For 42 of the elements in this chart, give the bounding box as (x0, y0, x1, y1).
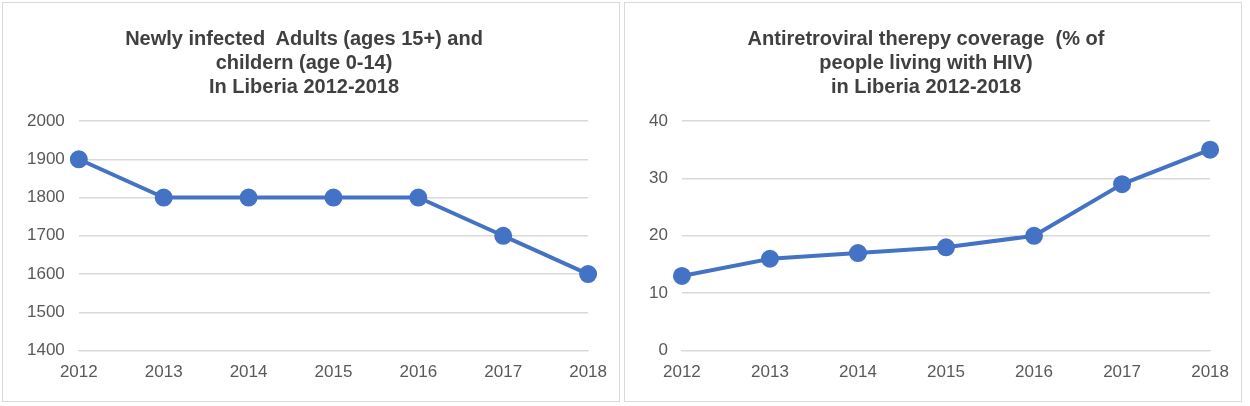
point (409, 188, 428, 207)
y-tick-label: 1400 (26, 340, 65, 360)
point (848, 244, 867, 263)
chart-title: Antiretroviral therepy coverage (% of people living with HIV) in Liberia 2012-2018 (747, 26, 1105, 97)
x-tick-label: 2015 (927, 362, 965, 382)
point (69, 150, 88, 169)
y-tick-label: 1900 (26, 148, 65, 168)
point (1113, 175, 1132, 194)
x-tick-label: 2015 (314, 362, 353, 382)
x-tick-label: 2014 (229, 362, 268, 382)
x-tick-label: 2012 (663, 362, 701, 382)
x-tick-label: 2018 (1191, 362, 1229, 382)
y-tick-label: 1700 (26, 225, 65, 245)
y-tick-label: 1600 (26, 263, 65, 283)
point (494, 226, 513, 245)
x-tick-label: 2013 (144, 362, 183, 382)
chart-title: Newly infected Adults (ages 15+) and childern (age 0-14) In Liberia 2012-2018 (125, 26, 483, 97)
x-tick-label: 2016 (399, 362, 438, 382)
x-tick-label: 2014 (839, 362, 877, 382)
x-tick-label: 2013 (751, 362, 789, 382)
y-tick-label: 10 (648, 282, 668, 302)
point (239, 188, 258, 207)
point (1025, 226, 1044, 245)
point (1201, 140, 1220, 159)
point (760, 249, 779, 268)
x-tick-label: 2012 (59, 362, 98, 382)
y-tick-label: 1800 (26, 187, 65, 207)
y-tick-label: 2000 (26, 110, 65, 130)
point (324, 188, 343, 207)
point (154, 188, 173, 207)
point (579, 265, 598, 284)
y-tick-label: 20 (648, 225, 668, 245)
y-tick-label: 1500 (26, 302, 65, 322)
y-tick-label: 40 (648, 110, 668, 130)
x-tick-label: 2016 (1015, 362, 1053, 382)
x-tick-label: 2018 (569, 362, 607, 382)
x-tick-label: 2017 (484, 362, 523, 382)
y-tick-label: 0 (658, 340, 668, 360)
x-tick-label: 2017 (1103, 362, 1141, 382)
point (937, 238, 955, 257)
point (672, 266, 691, 285)
y-tick-label: 30 (648, 168, 668, 188)
